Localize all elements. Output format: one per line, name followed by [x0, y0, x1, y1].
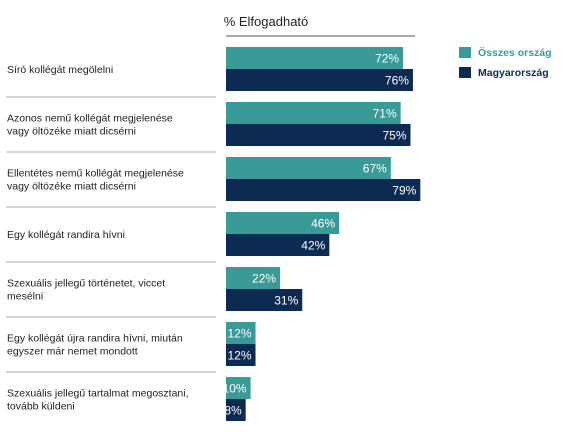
bar-magyarorszag: [226, 289, 303, 311]
category-label-line: vagy öltözéke miatt dicsérni: [7, 181, 136, 193]
bar-osszes-orszag: [226, 47, 404, 69]
bar-magyarorszag: [226, 69, 413, 91]
category-label-line: egyszer már nemet mondott: [7, 346, 138, 358]
bar-osszes-orszag: [226, 212, 340, 234]
category-label: Ellentétes nemű kollégát megjelenése vagy…: [7, 168, 184, 193]
bar-osszes-orszag: [226, 267, 281, 289]
category-label-line: Szexuális jellegű tartalmat megosztani,: [7, 388, 189, 400]
category-label-line: tovább küldeni: [7, 401, 75, 413]
data-label: 22%: [252, 272, 276, 286]
bar-magyarorszag: [226, 234, 330, 256]
bar-osszes-orszag: [226, 377, 251, 399]
legend-swatch: [459, 67, 471, 78]
bar-osszes-orszag: [226, 102, 401, 124]
data-label: 12%: [227, 327, 251, 341]
category-label-line: vagy öltözéke miatt dicsérni: [7, 126, 136, 138]
bar-magyarorszag: [226, 344, 256, 366]
data-label: 12%: [227, 349, 251, 363]
legend: Összes ország Magyarország: [459, 46, 552, 79]
data-label: 79%: [392, 184, 416, 198]
category-label-line: Ellentétes nemű kollégát megjelenése: [7, 168, 184, 180]
category-label: Szexuális jellegű történetet, viccet mesé…: [7, 278, 165, 303]
data-label: 10%: [223, 382, 247, 396]
category-label: Egy kollégát randira hívni: [7, 229, 125, 241]
category-label: Azonos nemű kollégát megjelenése vagy ölt…: [7, 113, 173, 138]
data-label: 67%: [363, 162, 387, 176]
category-label: Egy kollégát újra randira hívni, miután e…: [7, 333, 183, 358]
category-label-line: mesélni: [7, 291, 43, 303]
category-label-line: Azonos nemű kollégát megjelenése: [7, 113, 173, 125]
legend-swatch: [459, 47, 471, 58]
legend-label: Összes ország: [478, 46, 552, 59]
category-label-line: Egy kollégát újra randira hívni, miután: [7, 333, 183, 345]
bar-osszes-orszag: [226, 322, 256, 344]
chart-title: % Elfogadható: [224, 14, 309, 29]
data-label: 71%: [373, 107, 397, 121]
category-label-line: Szexuális jellegű történetet, viccet: [7, 278, 165, 290]
bar-osszes-orszag: [226, 157, 391, 179]
category-label-line: Síró kollégát megölelni: [7, 64, 113, 76]
bar-magyarorszag: [226, 124, 411, 146]
data-label: 76%: [385, 74, 409, 88]
category-label: Szexuális jellegű tartalmat megosztani, t…: [7, 388, 189, 413]
data-label: 46%: [311, 217, 335, 231]
data-label: 8%: [224, 404, 242, 418]
data-label: 42%: [301, 239, 325, 253]
category-label-line: Egy kollégát randira hívni: [7, 229, 125, 241]
data-label: 31%: [274, 294, 298, 308]
bar-magyarorszag: [226, 399, 246, 421]
data-label: 72%: [375, 52, 399, 66]
data-label: 75%: [382, 129, 406, 143]
legend-label: Magyarország: [478, 67, 549, 79]
category-label: Síró kollégát megölelni: [7, 64, 113, 76]
bar-magyarorszag: [226, 179, 421, 201]
chart-rows: Síró kollégát megölelni 72% 76% Azonos nemű…: [6, 47, 421, 421]
